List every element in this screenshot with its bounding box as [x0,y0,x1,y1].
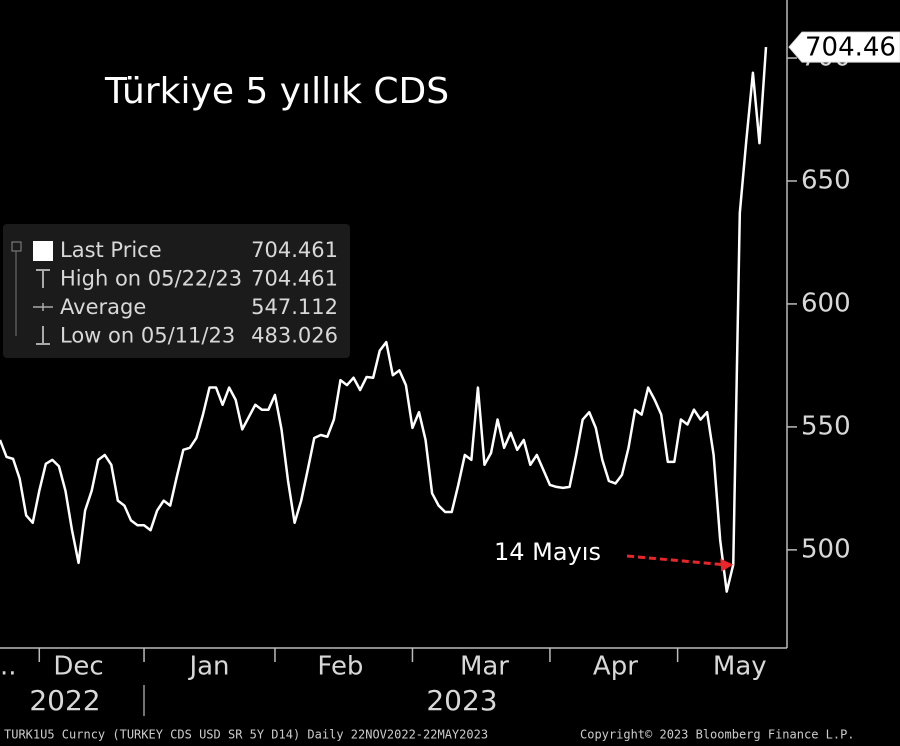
year-label: 2023 [426,684,497,717]
y-tick-label: 550 [801,411,851,441]
legend-label: Low on 05/11/23 [60,324,235,348]
legend-value: 483.026 [251,324,338,348]
x-tick-label: .. [0,652,17,682]
copyright-text: Copyright© 2023 Bloomberg Finance L.P. [580,728,855,742]
y-tick-label: 500 [801,534,851,564]
x-tick-label: Dec [53,652,103,682]
legend-box [3,224,350,358]
x-tick-label: Mar [460,652,509,682]
year-label: 2022 [29,684,100,717]
chart-title: Türkiye 5 yıllık CDS [104,71,449,112]
legend-label: High on 05/22/23 [60,267,242,291]
y-tick-label: 650 [801,165,851,195]
annotation-arrowhead [720,558,734,572]
price-line [0,46,768,593]
x-tick-label: May [713,652,767,682]
x-tick-label: Feb [317,652,363,682]
legend-high-icon [36,269,50,288]
legend-value: 547.112 [251,295,338,319]
x-tick-label: Apr [593,652,638,682]
legend-value: 704.461 [251,238,338,262]
legend-value: 704.461 [251,267,338,291]
source-text: TURK1U5 Curncy (TURKEY CDS USD SR 5Y D14… [4,728,488,742]
last-price-label: 704.46 [805,33,896,63]
x-tick-label: Jan [187,652,229,682]
annotation-text: 14 Mayıs [494,538,601,566]
legend: Last Price 704.461 High on 05/22/23 704.461… [3,224,350,358]
legend-low-icon [36,326,50,345]
annotation-arrow [626,554,724,567]
last-price-tag [788,31,900,63]
legend-label: Average [60,295,146,319]
legend-label: Last Price [60,238,162,262]
legend-swatch [33,241,53,261]
y-tick-label: 600 [801,288,851,318]
legend-average-icon [33,303,53,311]
